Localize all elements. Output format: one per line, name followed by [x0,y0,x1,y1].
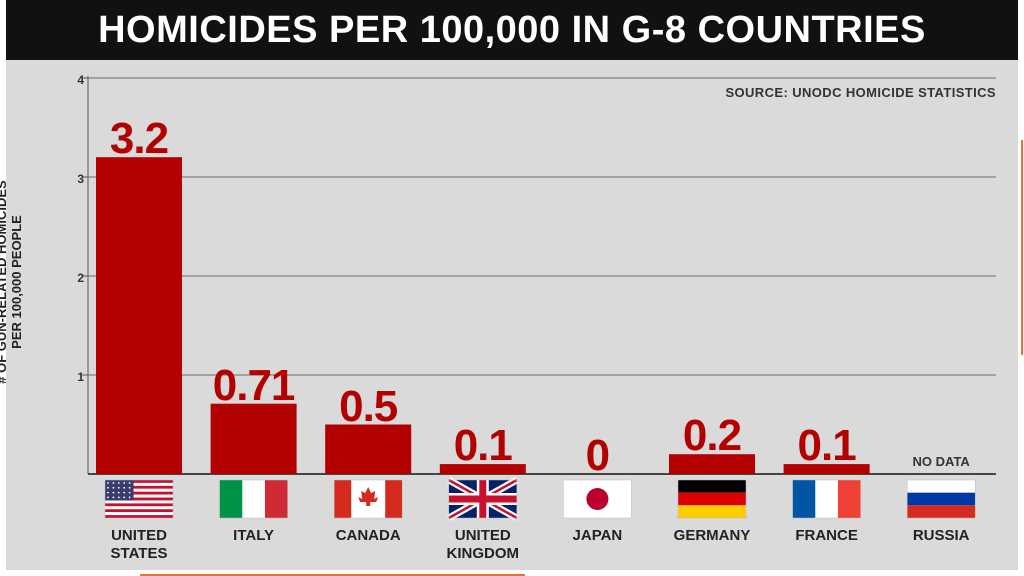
y-tick-label: 3 [77,172,84,186]
germany-flag [677,479,747,519]
category-label-line: FRANCE [795,527,858,544]
bar [210,403,297,474]
category-label: JAPAN [537,527,657,545]
bar [669,454,755,474]
y-tick-label: 1 [77,370,84,384]
category-label-line: JAPAN [572,527,623,544]
data-label: 0 [585,431,610,480]
usa-flag [104,479,174,519]
bar [96,157,182,474]
category-label: UNITED KINGDOM [423,527,543,563]
category-label-line: UNITED [111,527,167,544]
decorative-line [140,574,525,576]
category-label-line: GERMANY [673,527,751,544]
y-axis-label: # OF GUN-RELATED HOMICIDES PER 100,000 P… [0,132,34,432]
france-flag [792,479,861,519]
category-label-line: KINGDOM [446,545,520,562]
data-label: 3.2 [109,114,169,164]
japan-flag [563,479,632,519]
uk-flag [447,476,519,522]
category-label: CANADA [308,527,428,545]
y-axis-label-line: PER 100,000 PEOPLE [9,215,24,349]
russia-flag [906,479,976,519]
bar [439,464,526,474]
category-label: FRANCE [767,527,887,545]
data-label: 0.1 [453,421,513,471]
canada-flag [333,479,403,519]
data-label: 0.71 [212,360,296,410]
italy-flag [219,479,288,519]
data-label: 0.2 [682,411,742,461]
category-label-line: RUSSIA [912,527,970,544]
bar [783,464,870,474]
category-label-line: UNITED [454,527,511,544]
data-label: 0.5 [339,381,398,431]
bar [325,424,412,474]
no-data-label: NO DATA [912,454,970,469]
data-label: 0.1 [797,421,857,471]
category-label: UNITED STATES [79,527,199,563]
y-tick-label: 2 [77,271,84,285]
category-label: RUSSIA [881,527,1001,545]
decorative-line [1021,140,1023,355]
title-bar: HOMICIDES PER 100,000 IN G-8 COUNTRIES [6,0,1018,60]
category-label: ITALY [194,527,314,545]
category-label-line: CANADA [335,527,401,544]
source-note: SOURCE: UNODC HOMICIDE STATISTICS [725,85,996,100]
chart-title: HOMICIDES PER 100,000 IN G-8 COUNTRIES [98,8,926,51]
y-axis-label-line: # OF GUN-RELATED HOMICIDES [0,180,9,383]
category-label-line: ITALY [233,527,275,544]
y-tick-label: 4 [77,73,84,87]
category-label: GERMANY [652,527,772,545]
category-label-line: STATES [110,545,168,562]
